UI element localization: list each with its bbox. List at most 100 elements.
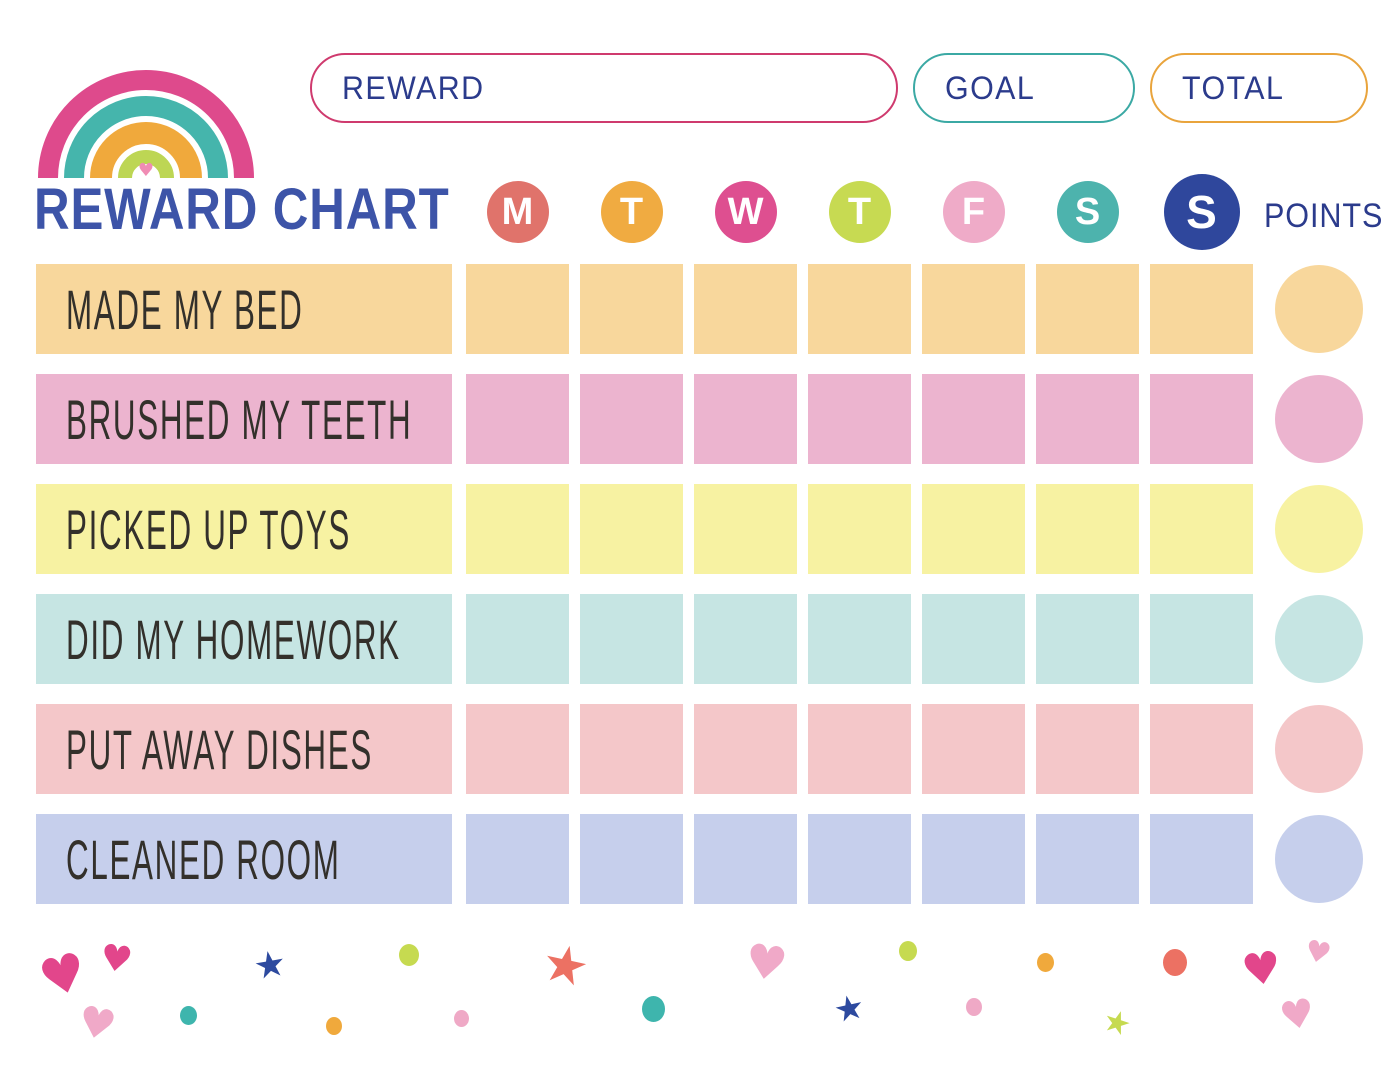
goal-field-label: GOAL — [945, 69, 1036, 106]
day-cell[interactable] — [1036, 484, 1139, 574]
task-label-box: MADE MY BED — [36, 264, 452, 354]
day-cell[interactable] — [1036, 704, 1139, 794]
goal-field[interactable]: GOAL — [913, 53, 1135, 123]
day-letter: W — [727, 191, 764, 233]
day-cell[interactable] — [466, 264, 569, 354]
day-cell[interactable] — [922, 814, 1025, 904]
day-circle-friday: F — [942, 181, 1005, 243]
day-cell[interactable] — [466, 814, 569, 904]
day-cell[interactable] — [580, 264, 683, 354]
day-cell[interactable] — [694, 484, 797, 574]
points-circle[interactable] — [1275, 485, 1363, 573]
day-cell[interactable] — [1150, 484, 1253, 574]
dot-decoration — [642, 996, 665, 1022]
task-row: MADE MY BED — [36, 264, 1363, 354]
day-cell[interactable] — [1150, 704, 1253, 794]
star-decoration: ★ — [536, 931, 595, 1001]
day-circle-tuesday: T — [600, 181, 663, 243]
day-cell[interactable] — [808, 594, 911, 684]
day-cell[interactable] — [1150, 374, 1253, 464]
task-label-box: DID MY HOMEWORK — [36, 594, 452, 684]
day-cell[interactable] — [1036, 594, 1139, 684]
rainbow-arc-teal — [64, 96, 228, 179]
reward-field[interactable]: REWARD — [310, 53, 898, 123]
task-label-box: PUT AWAY DISHES — [36, 704, 452, 794]
day-cell[interactable] — [466, 704, 569, 794]
dot-decoration — [454, 1010, 469, 1027]
day-cell[interactable] — [922, 594, 1025, 684]
points-circle[interactable] — [1275, 595, 1363, 683]
dot-decoration — [326, 1017, 342, 1035]
points-column-label: POINTS — [1264, 197, 1384, 235]
heart-decoration: ♥ — [73, 995, 121, 1052]
day-cell[interactable] — [808, 264, 911, 354]
day-cell[interactable] — [580, 704, 683, 794]
day-cell[interactable] — [466, 594, 569, 684]
day-cell[interactable] — [1036, 264, 1139, 354]
day-cell[interactable] — [694, 594, 797, 684]
rainbow-arc-lime — [118, 150, 174, 179]
day-cell[interactable] — [922, 374, 1025, 464]
day-circle-monday: M — [486, 181, 549, 243]
day-cell[interactable] — [808, 704, 911, 794]
dot-decoration — [399, 944, 419, 966]
dot-decoration — [180, 1006, 197, 1025]
day-cell[interactable] — [1150, 264, 1253, 354]
task-label-box: BRUSHED MY TEETH — [36, 374, 452, 464]
task-label-box: PICKED UP TOYS — [36, 484, 452, 574]
day-cell[interactable] — [808, 484, 911, 574]
rainbow-arc-orange — [90, 122, 202, 179]
day-cell[interactable] — [808, 814, 911, 904]
day-cell[interactable] — [694, 704, 797, 794]
dot-decoration — [1037, 953, 1054, 972]
task-label: CLEANED ROOM — [66, 827, 341, 891]
task-row: PICKED UP TOYS — [36, 484, 1363, 574]
rainbow-arc-pink — [38, 70, 254, 179]
day-cell[interactable] — [466, 374, 569, 464]
task-label: BRUSHED MY TEETH — [66, 387, 413, 451]
day-cell[interactable] — [1036, 814, 1139, 904]
heart-decoration: ♥ — [1238, 941, 1285, 998]
day-cell[interactable] — [580, 594, 683, 684]
task-row: CLEANED ROOM — [36, 814, 1363, 904]
day-cell[interactable] — [694, 264, 797, 354]
day-cell[interactable] — [922, 704, 1025, 794]
star-decoration: ★ — [1098, 1001, 1136, 1045]
points-circle[interactable] — [1275, 375, 1363, 463]
day-letter: T — [847, 191, 872, 233]
total-field[interactable]: TOTAL — [1150, 53, 1368, 123]
day-cell[interactable] — [922, 264, 1025, 354]
day-letter: F — [961, 191, 986, 233]
day-cell[interactable] — [808, 374, 911, 464]
task-label: PUT AWAY DISHES — [66, 717, 373, 781]
heart-decoration: ♥ — [1276, 990, 1319, 1041]
day-cell[interactable] — [580, 814, 683, 904]
task-label: DID MY HOMEWORK — [66, 607, 401, 671]
day-cell[interactable] — [1036, 374, 1139, 464]
dot-decoration — [1163, 949, 1187, 976]
day-circle-wednesday: W — [714, 181, 777, 243]
day-letter: T — [619, 191, 644, 233]
heart-decoration: ♥ — [97, 936, 136, 983]
day-letter: M — [501, 191, 534, 233]
day-cell[interactable] — [1150, 814, 1253, 904]
heart-decoration: ♥ — [1301, 932, 1335, 972]
day-cell[interactable] — [694, 374, 797, 464]
task-row: DID MY HOMEWORK — [36, 594, 1363, 684]
day-cell[interactable] — [694, 814, 797, 904]
day-cell[interactable] — [1150, 594, 1253, 684]
day-cell[interactable] — [580, 484, 683, 574]
day-cell[interactable] — [922, 484, 1025, 574]
task-label-box: CLEANED ROOM — [36, 814, 452, 904]
points-circle[interactable] — [1275, 815, 1363, 903]
heart-decoration: ♥ — [741, 933, 791, 994]
day-circle-saturday: S — [1056, 181, 1119, 243]
day-cell[interactable] — [580, 374, 683, 464]
points-circle[interactable] — [1275, 265, 1363, 353]
total-field-label: TOTAL — [1182, 69, 1285, 106]
points-circle[interactable] — [1275, 705, 1363, 793]
day-cell[interactable] — [466, 484, 569, 574]
dot-decoration — [899, 941, 917, 961]
rainbow-heart-icon: ♥ — [138, 160, 154, 181]
dot-decoration — [966, 998, 982, 1016]
